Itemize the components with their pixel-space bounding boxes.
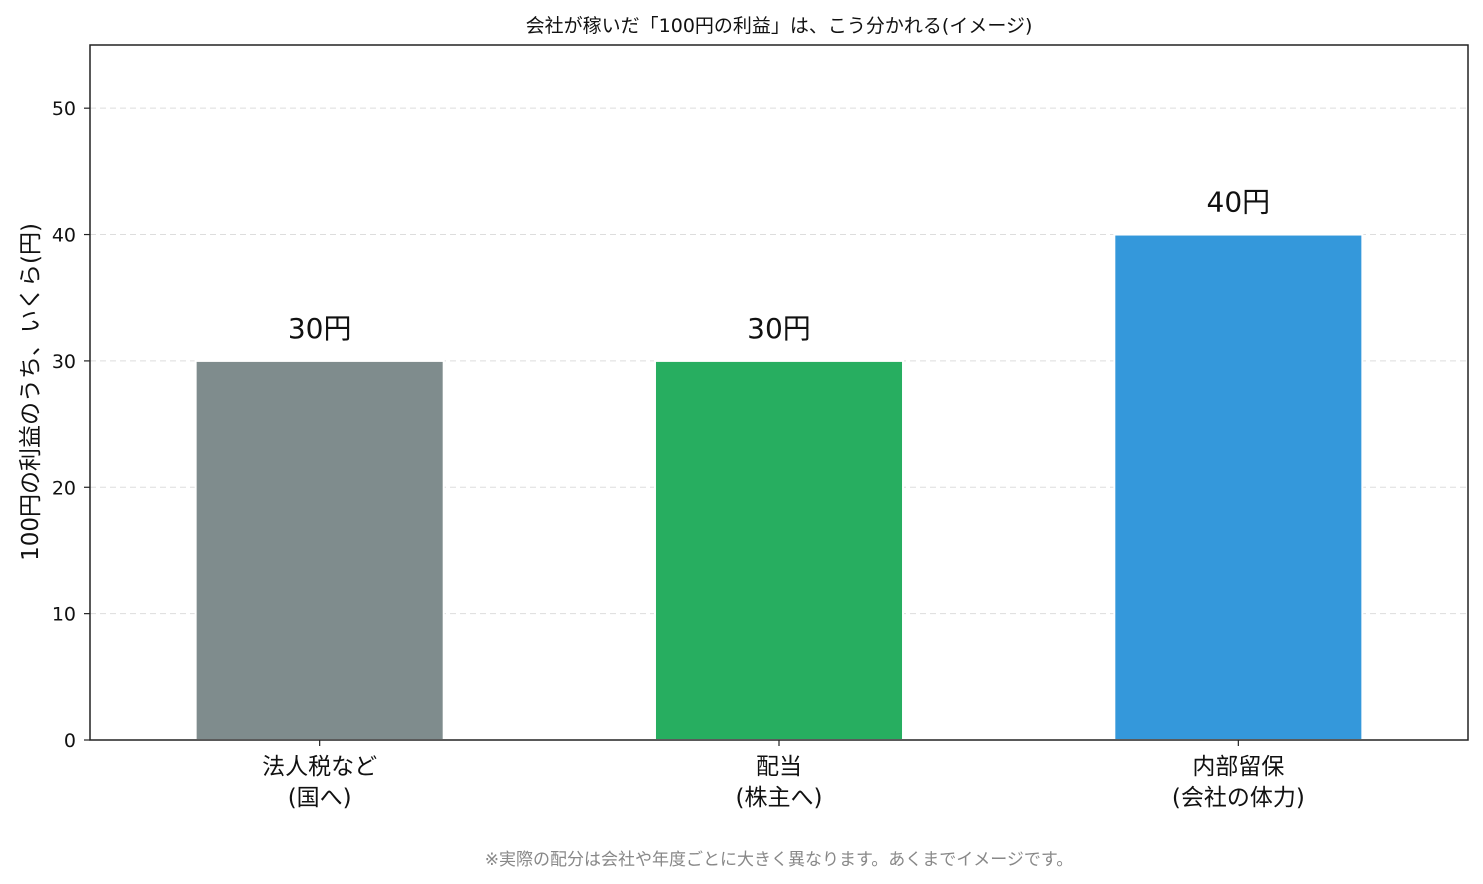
data-labels: 30円 30円 40円 <box>288 186 1270 345</box>
chart-title: 会社が稼いだ「100円の利益」は、こう分かれる(イメージ) <box>526 15 1033 37</box>
x-tick-label: 法人税など <box>262 754 377 780</box>
y-tick-label: 40 <box>52 225 76 247</box>
bar-value-label: 30円 <box>747 312 811 345</box>
y-tick-label: 20 <box>52 477 76 499</box>
bar <box>194 359 445 741</box>
bar-value-label: 40円 <box>1207 186 1271 219</box>
x-tick-label: 内部留保 <box>1192 754 1284 780</box>
x-tick-label: (会社の体力) <box>1172 785 1305 811</box>
x-tick-label: (株主へ) <box>736 785 823 811</box>
y-tick-label: 30 <box>52 351 76 373</box>
y-axis-ticks: 0 10 20 30 40 50 <box>52 98 90 752</box>
y-tick-label: 0 <box>64 730 76 752</box>
x-axis-ticks: 法人税など (国へ) 配当 (株主へ) 内部留保 (会社の体力) <box>262 740 1305 811</box>
y-tick-label: 10 <box>52 604 76 626</box>
bars <box>194 233 1364 742</box>
bar <box>653 359 905 741</box>
y-axis-label: 100円の利益のうち、いくら(円) <box>18 223 44 561</box>
x-tick-label: (国へ) <box>288 785 352 811</box>
x-tick-label: 配当 <box>756 754 802 780</box>
bar <box>1113 233 1364 742</box>
footnote: ※実際の配分は会社や年度ごとに大きく異なります。あくまでイメージです。 <box>485 850 1074 870</box>
bar-value-label: 30円 <box>288 312 352 345</box>
y-tick-label: 50 <box>52 98 76 120</box>
